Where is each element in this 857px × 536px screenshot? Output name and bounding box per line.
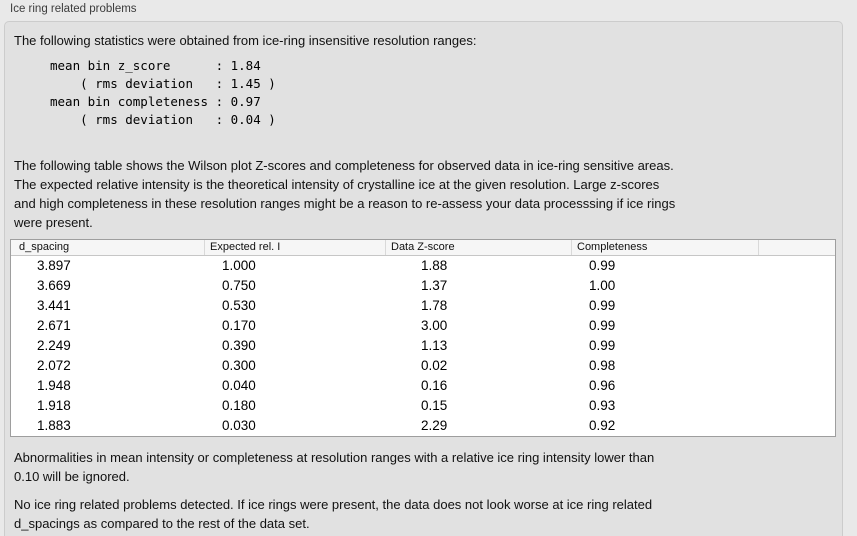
- table-cell: 1.883: [37, 418, 71, 433]
- table-row[interactable]: 2.671 0.170 3.00 0.99: [11, 316, 835, 336]
- table-cell: 0.98: [589, 358, 616, 373]
- table-cell: 0.99: [589, 258, 616, 273]
- table-cell: 0.530: [222, 298, 256, 313]
- table-cell: 0.390: [222, 338, 256, 353]
- table-row[interactable]: 1.883 0.030 2.29 0.92: [11, 416, 835, 436]
- table-header-row: d_spacing Expected rel. I Data Z-score C…: [11, 240, 835, 256]
- table-row[interactable]: 1.948 0.040 0.16 0.96: [11, 376, 835, 396]
- table-cell-filler: [758, 356, 835, 376]
- ice-ring-table: d_spacing Expected rel. I Data Z-score C…: [10, 239, 836, 437]
- table-row[interactable]: 3.897 1.000 1.88 0.99: [11, 256, 835, 276]
- table-cell: 1.37: [421, 278, 448, 293]
- table-cell: 0.300: [222, 358, 256, 373]
- table-cell: 2.072: [37, 358, 71, 373]
- table-cell: 1.88: [421, 258, 448, 273]
- table-cell: 0.99: [589, 298, 616, 313]
- table-cell: 1.000: [222, 258, 256, 273]
- statistics-mono-block: mean bin z_score : 1.84 ( rms deviation …: [50, 58, 276, 127]
- table-cell-filler: [758, 316, 835, 336]
- table-cell-filler: [758, 416, 835, 436]
- table-body: 3.897 1.000 1.88 0.99 3.669 0.750 1.37 1.00 3.44…: [11, 256, 835, 436]
- statistics-intro-text: The following statistics were obtained f…: [14, 33, 477, 48]
- group-box-title: Ice ring related problems: [10, 3, 137, 15]
- table-cell: 0.93: [589, 398, 616, 413]
- column-header-d-spacing[interactable]: d_spacing: [19, 241, 70, 253]
- table-cell: 2.249: [37, 338, 71, 353]
- table-cell: 3.669: [37, 278, 71, 293]
- table-cell: 0.170: [222, 318, 256, 333]
- column-header-completeness[interactable]: Completeness: [571, 240, 758, 255]
- table-row[interactable]: 3.669 0.750 1.37 1.00: [11, 276, 835, 296]
- table-cell: 3.00: [421, 318, 448, 333]
- table-cell-filler: [758, 276, 835, 296]
- table-cell-filler: [758, 256, 835, 276]
- table-cell: 1.918: [37, 398, 71, 413]
- table-cell: 1.13: [421, 338, 448, 353]
- table-cell: 0.99: [589, 338, 616, 353]
- table-cell: 0.030: [222, 418, 256, 433]
- table-cell: 0.16: [421, 378, 448, 393]
- conclusion-text: No ice ring related problems detected. I…: [14, 497, 653, 531]
- table-cell: 1.00: [589, 278, 616, 293]
- table-cell-filler: [758, 336, 835, 356]
- table-cell: 0.96: [589, 378, 616, 393]
- table-description-text: The following table shows the Wilson plo…: [14, 158, 676, 230]
- abnormalities-note-text: Abnormalities in mean intensity or compl…: [14, 450, 655, 484]
- table-cell-filler: [758, 396, 835, 416]
- table-cell: 0.92: [589, 418, 616, 433]
- table-row[interactable]: 3.441 0.530 1.78 0.99: [11, 296, 835, 316]
- column-header-expected-rel-i[interactable]: Expected rel. I: [204, 240, 385, 255]
- table-cell: 0.040: [222, 378, 256, 393]
- table-cell-filler: [758, 376, 835, 396]
- column-header-filler: [758, 240, 835, 255]
- table-cell: 3.897: [37, 258, 71, 273]
- table-cell: 1.78: [421, 298, 448, 313]
- table-cell-filler: [758, 296, 835, 316]
- column-header-data-z-score[interactable]: Data Z-score: [385, 240, 571, 255]
- table-row[interactable]: 2.249 0.390 1.13 0.99: [11, 336, 835, 356]
- table-cell: 1.948: [37, 378, 71, 393]
- table-row[interactable]: 1.918 0.180 0.15 0.93: [11, 396, 835, 416]
- table-row[interactable]: 2.072 0.300 0.02 0.98: [11, 356, 835, 376]
- table-cell: 3.441: [37, 298, 71, 313]
- table-cell: 0.180: [222, 398, 256, 413]
- table-cell: 0.15: [421, 398, 448, 413]
- table-cell: 0.02: [421, 358, 448, 373]
- table-cell: 2.29: [421, 418, 448, 433]
- table-cell: 0.99: [589, 318, 616, 333]
- table-cell: 0.750: [222, 278, 256, 293]
- table-cell: 2.671: [37, 318, 71, 333]
